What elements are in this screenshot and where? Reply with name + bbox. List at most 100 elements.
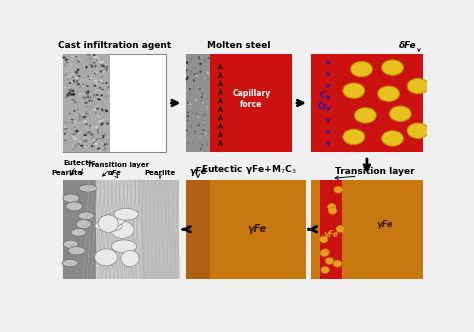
Ellipse shape: [65, 138, 67, 139]
Ellipse shape: [73, 80, 77, 83]
Ellipse shape: [81, 79, 84, 82]
Ellipse shape: [72, 136, 75, 137]
Ellipse shape: [190, 58, 192, 61]
Bar: [141, 180, 179, 279]
Ellipse shape: [100, 97, 103, 99]
Ellipse shape: [99, 134, 100, 135]
Ellipse shape: [78, 60, 80, 63]
Ellipse shape: [201, 96, 203, 99]
Ellipse shape: [187, 85, 188, 86]
Ellipse shape: [73, 146, 74, 147]
Ellipse shape: [193, 73, 196, 75]
Ellipse shape: [87, 90, 89, 92]
Text: Capillary
force: Capillary force: [232, 89, 271, 109]
Ellipse shape: [203, 121, 204, 122]
Ellipse shape: [66, 94, 70, 96]
Ellipse shape: [328, 207, 337, 214]
Ellipse shape: [87, 95, 89, 98]
Ellipse shape: [199, 137, 201, 139]
Ellipse shape: [105, 95, 109, 97]
Ellipse shape: [206, 141, 207, 142]
Ellipse shape: [66, 76, 67, 77]
Ellipse shape: [98, 114, 100, 116]
Ellipse shape: [86, 85, 87, 86]
Ellipse shape: [187, 102, 188, 104]
Ellipse shape: [195, 129, 196, 130]
Bar: [96, 180, 141, 279]
Ellipse shape: [87, 57, 92, 60]
Ellipse shape: [187, 112, 189, 113]
Ellipse shape: [67, 79, 68, 80]
Ellipse shape: [96, 107, 99, 110]
Ellipse shape: [63, 194, 79, 203]
Ellipse shape: [85, 123, 88, 125]
Ellipse shape: [93, 62, 95, 63]
Ellipse shape: [333, 260, 342, 267]
Ellipse shape: [93, 54, 96, 56]
Ellipse shape: [79, 86, 81, 88]
Ellipse shape: [195, 68, 196, 69]
Ellipse shape: [81, 113, 85, 115]
Ellipse shape: [77, 119, 78, 120]
Ellipse shape: [85, 140, 87, 142]
Ellipse shape: [195, 74, 196, 75]
Ellipse shape: [187, 150, 189, 152]
Ellipse shape: [66, 95, 69, 98]
Ellipse shape: [101, 138, 104, 141]
Text: Transition layer: Transition layer: [87, 162, 149, 168]
Ellipse shape: [100, 64, 105, 67]
Ellipse shape: [85, 125, 87, 128]
Ellipse shape: [71, 228, 86, 236]
Ellipse shape: [186, 78, 188, 81]
Ellipse shape: [86, 111, 88, 114]
Ellipse shape: [63, 74, 68, 77]
Ellipse shape: [203, 78, 205, 79]
Ellipse shape: [74, 145, 75, 146]
Ellipse shape: [64, 133, 66, 135]
Ellipse shape: [97, 129, 100, 131]
Ellipse shape: [99, 120, 102, 123]
Ellipse shape: [197, 87, 199, 89]
Ellipse shape: [321, 267, 329, 273]
Ellipse shape: [100, 95, 103, 96]
Ellipse shape: [79, 185, 97, 192]
Ellipse shape: [198, 93, 200, 94]
Ellipse shape: [102, 136, 104, 138]
Ellipse shape: [73, 79, 75, 82]
Ellipse shape: [96, 89, 98, 91]
Ellipse shape: [91, 125, 93, 128]
Ellipse shape: [78, 143, 80, 145]
Ellipse shape: [98, 58, 101, 60]
Ellipse shape: [193, 149, 194, 150]
Ellipse shape: [203, 90, 204, 91]
Ellipse shape: [78, 212, 94, 220]
Ellipse shape: [199, 71, 201, 73]
Ellipse shape: [77, 68, 80, 71]
Ellipse shape: [95, 113, 96, 114]
Ellipse shape: [63, 76, 66, 79]
Ellipse shape: [201, 100, 202, 103]
Ellipse shape: [96, 94, 99, 96]
Ellipse shape: [103, 67, 106, 69]
Ellipse shape: [80, 61, 81, 62]
Ellipse shape: [65, 135, 67, 138]
Ellipse shape: [203, 93, 205, 95]
Ellipse shape: [94, 142, 98, 145]
Ellipse shape: [99, 150, 100, 152]
Ellipse shape: [201, 109, 203, 111]
Ellipse shape: [197, 110, 198, 111]
Ellipse shape: [82, 92, 87, 95]
Ellipse shape: [195, 99, 197, 101]
Ellipse shape: [198, 57, 200, 58]
Ellipse shape: [70, 63, 73, 66]
Ellipse shape: [85, 145, 87, 147]
Bar: [186, 180, 306, 279]
Ellipse shape: [202, 129, 204, 131]
Ellipse shape: [188, 89, 189, 90]
Ellipse shape: [189, 88, 191, 90]
Ellipse shape: [378, 86, 400, 102]
Ellipse shape: [71, 69, 73, 72]
Ellipse shape: [89, 87, 91, 89]
Ellipse shape: [72, 122, 73, 124]
Ellipse shape: [85, 66, 88, 69]
